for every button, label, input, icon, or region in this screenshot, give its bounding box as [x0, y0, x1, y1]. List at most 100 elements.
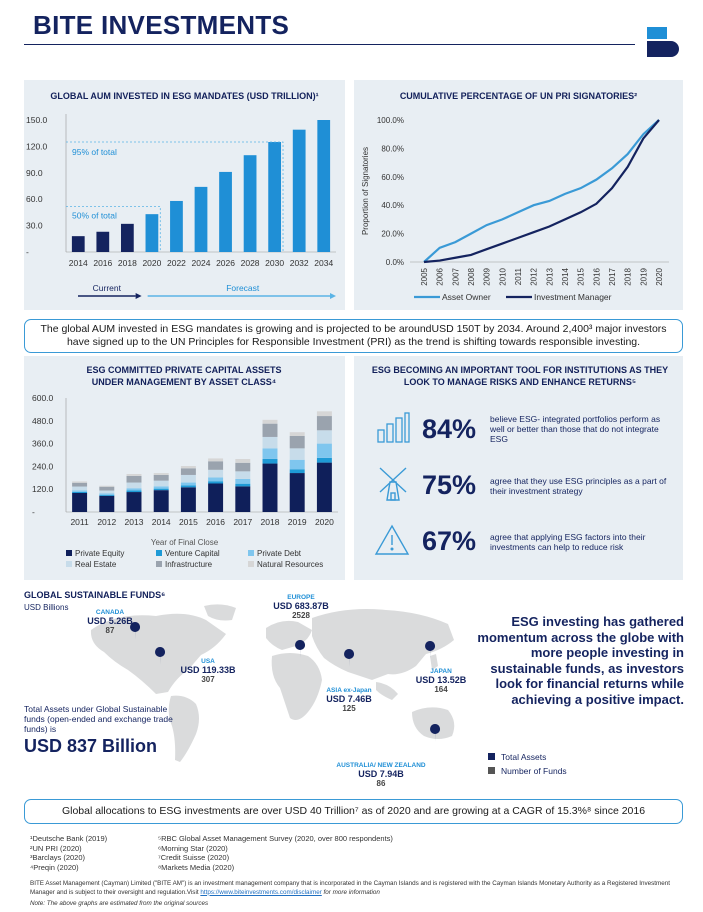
private-bar-segment	[72, 490, 88, 492]
pri-xtick: 2011	[514, 267, 523, 285]
private-ytick: 480.0	[32, 416, 54, 426]
funds-unit: USD Billions	[24, 603, 69, 612]
private-chart-title: ESG COMMITTED PRIVATE CAPITAL ASSETS UND…	[86, 365, 282, 387]
private-bar-segment	[99, 485, 115, 487]
funds-title: GLOBAL SUSTAINABLE FUNDS⁶	[24, 590, 166, 600]
aum-ytick: 150.0	[26, 115, 48, 125]
aum-xtick: 2032	[290, 258, 309, 268]
private-xlabel: Year of Final Close	[150, 538, 219, 547]
private-bar-segment	[180, 466, 196, 469]
private-bar-segment	[235, 478, 251, 484]
aum-bar	[194, 186, 208, 252]
legend-real-estate: Real Estate	[66, 560, 156, 569]
region-europe-assets: USD 683.87B	[273, 601, 329, 611]
private-bar-segment	[126, 474, 142, 476]
pri-ytick: 0.0%	[386, 258, 404, 267]
footnote-1: ¹Deutsche Bank (2019)	[30, 834, 108, 843]
private-xtick: 2020	[315, 517, 334, 527]
private-xtick: 2019	[288, 517, 307, 527]
private-bar-segment	[262, 448, 278, 459]
region-canada-assets: USD 5.26B	[87, 616, 133, 626]
private-bar-segment	[208, 483, 224, 512]
private-bar-segment	[126, 488, 142, 491]
pri-ytick: 20.0%	[381, 230, 404, 239]
aum-ytick: 60.0	[26, 194, 43, 204]
aum-bar	[268, 142, 282, 252]
private-bar-segment	[99, 495, 115, 512]
private-bar-segment	[262, 458, 278, 464]
private-bar-segment	[316, 457, 332, 463]
stat-text-75: agree that they use ESG principles as a …	[490, 476, 667, 496]
pri-xtick: 2008	[467, 267, 476, 285]
pri-xtick: 2018	[624, 267, 633, 285]
footnotes-col1: ¹Deutsche Bank (2019) ²UN PRI (2020) ³Ba…	[30, 834, 150, 872]
private-bar-segment	[262, 463, 278, 512]
private-ytick: -	[32, 507, 35, 517]
legend-private-equity: Private Equity	[66, 549, 156, 558]
region-anz-name: AUSTRALIA/ NEW ZEALAND	[336, 762, 426, 769]
private-xtick: 2015	[179, 517, 198, 527]
legend-venture-capital: Venture Capital	[156, 549, 248, 558]
aum-xtick: 2016	[93, 258, 112, 268]
aum-bar	[71, 236, 85, 252]
private-xtick: 2017	[233, 517, 252, 527]
private-bar-segment	[99, 493, 115, 495]
private-bar-segment	[208, 461, 224, 470]
pri-ytick: 60.0%	[381, 173, 404, 182]
aum-bar	[292, 129, 306, 252]
aum-bar	[243, 155, 257, 252]
aum-bar	[317, 120, 331, 252]
private-bar-segment	[180, 474, 196, 483]
aum-xtick: 2022	[167, 258, 186, 268]
legend-natural-resources: Natural Resources	[248, 560, 338, 569]
private-bar-segment	[208, 481, 224, 484]
private-legend: Private Equity Venture Capital Private D…	[66, 549, 346, 569]
private-bar-segment	[153, 480, 169, 487]
aum-xtick: 2026	[216, 258, 235, 268]
aum-callout-50-line	[66, 206, 161, 252]
footnote-4: ⁴Preqin (2020)	[30, 862, 79, 872]
pri-xtick: 2006	[436, 267, 445, 285]
private-bar-segment	[262, 436, 278, 449]
private-bar-segment	[262, 419, 278, 424]
aum-xtick: 2028	[241, 258, 260, 268]
private-bar-segment	[126, 475, 142, 483]
aum-xtick: 2018	[118, 258, 137, 268]
private-bar-segment	[153, 473, 169, 475]
private-bar-segment	[99, 494, 115, 496]
region-europe-count: 2528	[292, 611, 310, 620]
page-title: BITE INVESTMENTS	[33, 10, 290, 40]
pri-xtick: 2020	[655, 267, 664, 285]
private-bar-segment	[153, 490, 169, 512]
region-anz-assets: USD 7.94B	[358, 769, 404, 779]
region-japan-assets: USD 13.52B	[415, 675, 467, 685]
tool-title: ESG BECOMING AN IMPORTANT TOOL FOR INSTI…	[371, 365, 669, 387]
private-bar-segment	[153, 488, 169, 491]
bite-logo-icon	[647, 27, 679, 57]
world-map	[90, 604, 455, 762]
aum-chart: 150.0 120.0 90.0 60.0 30.0 - 2014 2016 2018 2020 2…	[26, 114, 336, 299]
private-bar-segment	[72, 491, 88, 493]
private-bar-segment	[72, 482, 88, 487]
pri-xtick: 2016	[592, 267, 601, 285]
region-usa-assets: USD 119.33B	[180, 665, 236, 675]
stat-row-84: 84% believe ESG- integrated portfolios p…	[372, 408, 678, 452]
stat-text-84: believe ESG- integrated portfolios perfo…	[490, 414, 661, 444]
stat-row-75: 75% agree that they use ESG principles a…	[372, 464, 678, 508]
stat-value-84: 84%	[422, 414, 477, 444]
disclaimer-tail: for more information	[323, 888, 380, 896]
private-xtick: 2011	[70, 517, 89, 527]
private-bar-segment	[316, 416, 332, 431]
tool-panel	[354, 356, 683, 580]
pri-panel	[354, 80, 683, 310]
private-chart: 600.0 480.0 360.0 240.0 120.0 - 2011 2012 2013 20…	[32, 393, 338, 527]
private-xtick: 2012	[97, 517, 116, 527]
footnote-8: ⁸Markets Media (2020)	[158, 862, 235, 872]
disclaimer-link[interactable]: https://www.biteinvestments.com/disclaim…	[200, 888, 322, 896]
aum-bar	[170, 200, 183, 252]
private-xtick: 2013	[125, 517, 144, 527]
aum-forecast-label: Forecast	[226, 283, 260, 293]
aum-ytick: -	[26, 247, 29, 257]
aum-bar	[219, 171, 232, 252]
pri-ytick: 100.0%	[377, 116, 404, 125]
